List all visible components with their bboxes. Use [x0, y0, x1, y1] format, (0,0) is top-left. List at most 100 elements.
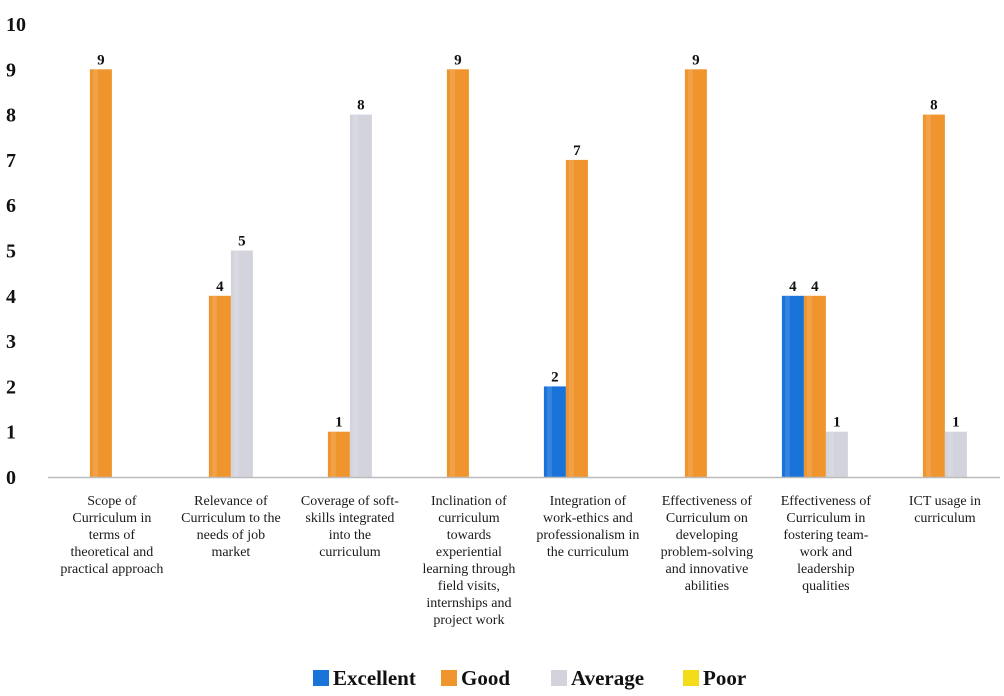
category-label-line: project work — [433, 613, 504, 628]
category-label-line: Integration of — [550, 494, 627, 509]
y-tick-label: 4 — [6, 286, 16, 308]
category-label-line: abilities — [685, 579, 729, 594]
category-label: Scope of Curriculum in terms of theoretical… — [60, 494, 163, 577]
bar-highlight — [806, 295, 812, 477]
bar-highlight — [330, 431, 336, 477]
legend-label: Excellent — [333, 666, 416, 690]
bar-good — [565, 159, 588, 477]
legend-swatch-excellent — [313, 670, 329, 686]
y-tick-label: 10 — [6, 14, 26, 36]
bar-average — [944, 431, 967, 477]
category-label: Effectiveness of Curriculum on developing p… — [661, 494, 754, 594]
data-label: 4 — [811, 279, 819, 295]
legend-label: Average — [571, 666, 644, 690]
legend: Excellent Good Average Poor — [313, 666, 746, 690]
category-label-line: Curriculum to the — [181, 511, 281, 526]
category-label-line: curriculum — [438, 511, 500, 526]
data-label: 9 — [692, 52, 700, 68]
category-label-line: problem-solving — [661, 545, 754, 560]
bar-highlight — [546, 386, 552, 477]
data-label: 1 — [335, 415, 343, 431]
legend-label: Poor — [703, 666, 746, 690]
category-label-line: developing — [676, 528, 738, 543]
y-tick-label: 7 — [6, 150, 16, 172]
bar-average — [349, 114, 372, 477]
bar-highlight — [92, 69, 98, 478]
y-tick-label: 5 — [6, 241, 16, 263]
bar-good — [446, 69, 469, 478]
y-tick-label: 6 — [6, 195, 16, 217]
bar-average — [825, 431, 848, 477]
category-label-line: fostering team- — [783, 528, 868, 543]
bar-good — [327, 431, 350, 477]
category-label-line: skills integrated — [305, 511, 394, 526]
legend-swatch-poor — [683, 670, 699, 686]
bar-highlight — [233, 250, 239, 477]
category-label-line: leadership — [797, 562, 855, 577]
category-label-line: market — [211, 545, 250, 560]
bar-good — [89, 69, 112, 478]
y-tick-label: 1 — [6, 422, 16, 444]
bar-good — [684, 69, 707, 478]
category-label-line: into the — [329, 528, 371, 543]
legend-label: Good — [461, 666, 510, 690]
data-label: 1 — [952, 415, 960, 431]
category-label-line: Curriculum in — [786, 511, 865, 526]
category-label-line: Curriculum in — [72, 511, 151, 526]
category-label-line: towards — [447, 528, 491, 543]
category-label-line: ICT usage in — [909, 494, 981, 509]
category-label-line: learning through — [422, 562, 515, 577]
data-label: 4 — [789, 279, 797, 295]
bar-good — [803, 295, 826, 477]
bar-good — [208, 295, 231, 477]
bar-highlight — [947, 431, 953, 477]
category-label: ICT usage in curriculum — [909, 494, 981, 526]
data-label: 9 — [454, 52, 462, 68]
category-label: Inclination of curriculum towards experient… — [422, 494, 515, 628]
category-label-line: professionalism in — [536, 528, 639, 543]
bar-highlight — [828, 431, 834, 477]
category-label-line: practical approach — [60, 562, 163, 577]
data-label: 4 — [216, 279, 224, 295]
data-label: 8 — [930, 98, 938, 114]
category-labels: Scope of Curriculum in terms of theoretical… — [60, 494, 981, 628]
category-label: Integration of work-ethics and professiona… — [536, 494, 639, 560]
category-label-line: experiential — [436, 545, 502, 560]
data-label: 2 — [551, 369, 559, 385]
category-label-line: qualities — [802, 579, 849, 594]
category-label-line: work and — [800, 545, 853, 560]
bar-highlight — [925, 114, 931, 477]
category-label-line: Inclination of — [431, 494, 507, 509]
bar-highlight — [352, 114, 358, 477]
category-label-line: needs of job — [197, 528, 265, 543]
bar-average — [230, 250, 253, 477]
category-label-line: Effectiveness of — [781, 494, 872, 509]
data-label: 8 — [357, 98, 365, 114]
bar-highlight — [211, 295, 217, 477]
y-tick-label: 2 — [6, 376, 16, 398]
bar-highlight — [568, 159, 574, 477]
category-label-line: the curriculum — [547, 545, 629, 560]
y-tick-label: 8 — [6, 105, 16, 127]
category-label-line: curriculum — [319, 545, 381, 560]
category-label-line: Effectiveness of — [662, 494, 753, 509]
y-axis-tick-labels: 0 1 2 3 4 5 6 7 8 9 10 — [6, 14, 26, 489]
category-label-line: Coverage of soft- — [301, 494, 399, 509]
category-label: Effectiveness of Curriculum in fostering t… — [781, 494, 872, 594]
bar-highlight — [449, 69, 455, 478]
bar-marks — [89, 69, 967, 478]
category-label-line: field visits, — [438, 579, 500, 594]
legend-swatch-average — [551, 670, 567, 686]
y-tick-label: 9 — [6, 59, 16, 81]
category-label-line: and innovative — [665, 562, 748, 577]
bar-excellent — [781, 295, 804, 477]
category-label-line: internships and — [426, 596, 511, 611]
data-label: 5 — [238, 234, 246, 250]
category-label: Coverage of soft-skills integrated into t… — [301, 494, 399, 560]
category-label: Relevance of Curriculum to the needs of jo… — [181, 494, 281, 560]
category-label-line: Curriculum on — [666, 511, 748, 526]
bar-highlight — [784, 295, 790, 477]
category-label-line: curriculum — [914, 511, 976, 526]
